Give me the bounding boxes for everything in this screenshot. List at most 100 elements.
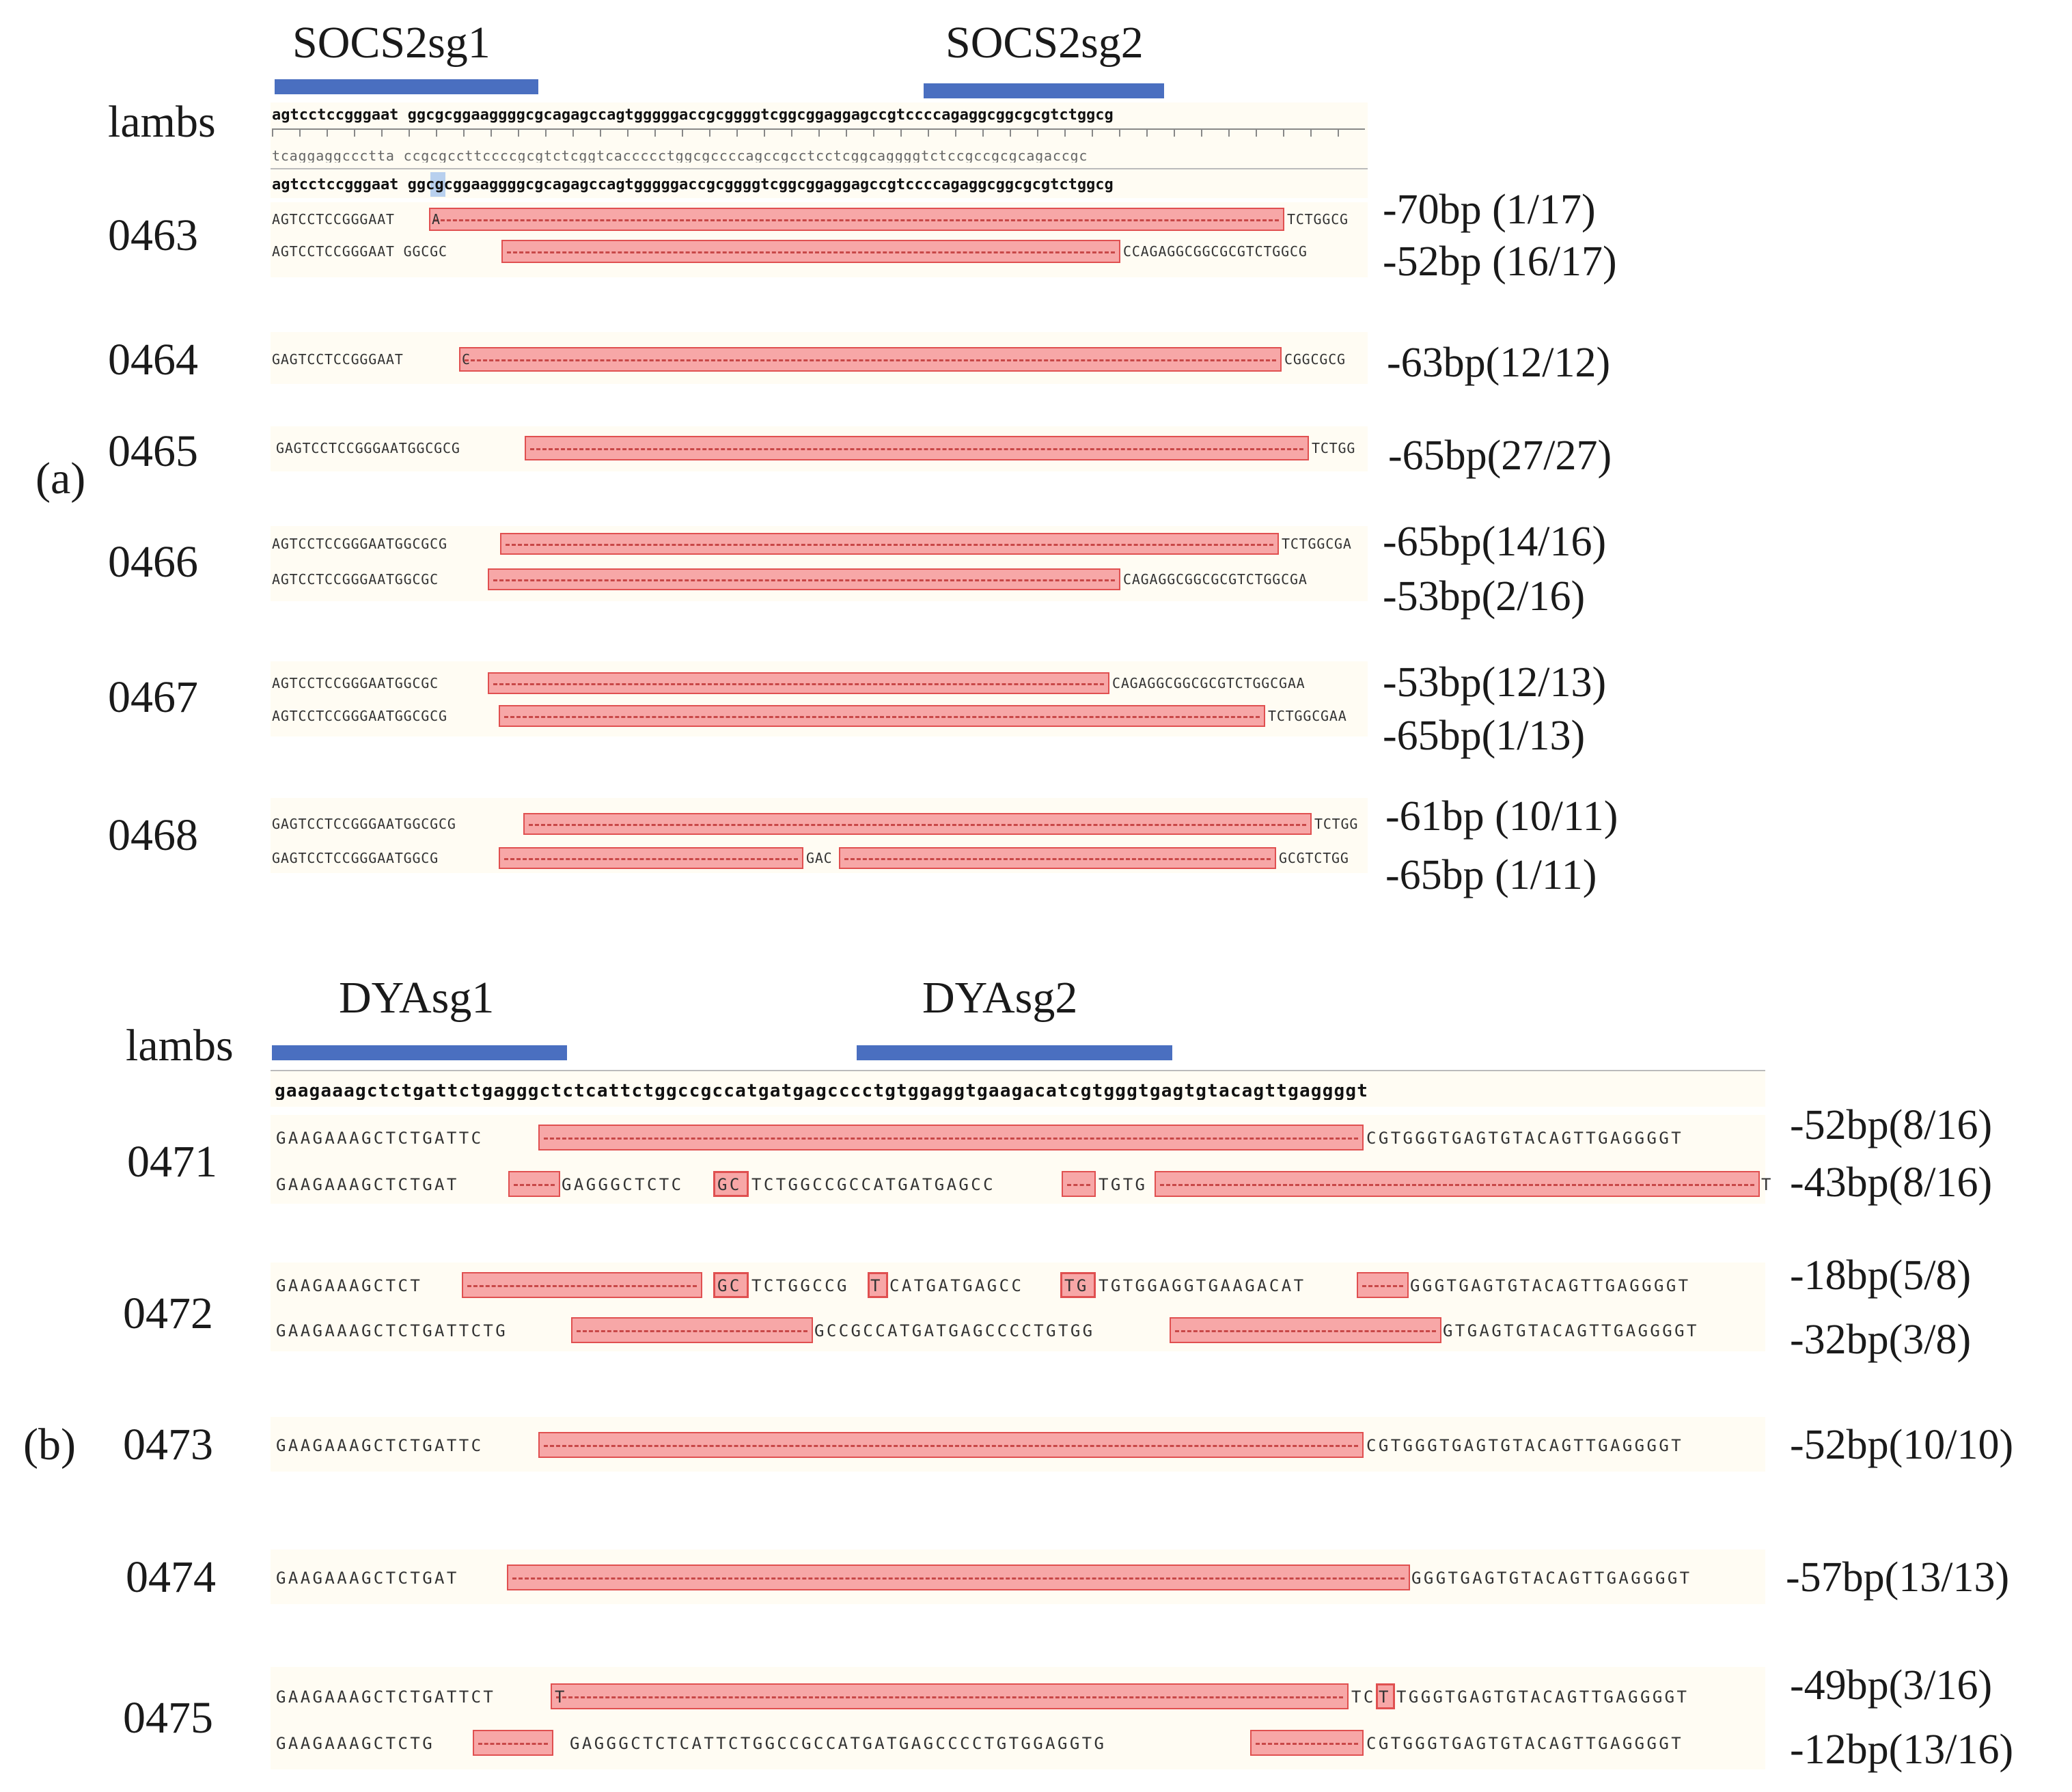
seq-segment: GAAGAAAGCTCTGATTC (276, 1437, 484, 1454)
seq-segment: T (870, 1278, 883, 1294)
deletion-box (429, 208, 1284, 231)
reference-box-b (271, 1071, 1765, 1107)
seq-segment: T (555, 1689, 567, 1705)
deletion-box (473, 1730, 553, 1756)
deletion-box (488, 672, 1109, 694)
seq-segment: GGGTGAGTGTACAGTTGAGGGGT (1410, 1278, 1691, 1294)
panel-a-label: (a) (36, 454, 86, 504)
lamb-id: 0467 (108, 672, 198, 722)
lamb-id: 0472 (123, 1288, 213, 1338)
deletion-box (839, 847, 1276, 869)
socs2-sg1-label: SOCS2sg1 (292, 18, 491, 68)
deletion-box (1155, 1171, 1760, 1197)
deletion-result: -18bp(5/8) (1790, 1252, 1972, 1299)
seq-left: GAGTCCTCCGGGAATGGCGCG (276, 441, 460, 455)
deletion-result: -61bp (10/11) (1385, 793, 1618, 840)
seq-segment: GAGGGCTCTCATTCTGGCCGCCATGATGAGCCCCTGTGGA… (570, 1735, 1107, 1752)
seq-segment: GC (717, 1278, 742, 1294)
seq-segment: GAAGAAAGCTCTGATTCT (276, 1689, 496, 1705)
seq-segment: TGTGGAGGTGAAGACAT (1099, 1278, 1306, 1294)
seq-segment: CGTGGGTGAGTGTACAGTTGAGGGGT (1366, 1735, 1684, 1752)
lamb-id: 0466 (108, 537, 198, 587)
deletion-box (488, 568, 1120, 590)
seq-segment: TGTG (1099, 1176, 1148, 1193)
seq-segment: CGTGGGTGAGTGTACAGTTGAGGGGT (1366, 1130, 1684, 1146)
deletion-box (538, 1125, 1364, 1150)
seq-right: GCGTCTGG (1279, 851, 1349, 865)
deletion-box (525, 436, 1309, 460)
seq-left: AGTCCTCCGGGAATGGCGC (272, 573, 439, 586)
reference-sequence-b: gaagaaagctctgattctgagggctctcattctggccgcc… (275, 1082, 1369, 1100)
seq-left: AGTCCTCCGGGAATGGCGCG (272, 709, 447, 723)
deletion-result: -63bp(12/12) (1387, 340, 1611, 386)
seq-right: TCTGGCGAA (1268, 709, 1347, 723)
deletion-box (508, 1171, 560, 1197)
seq-segment: CATGATGAGCC (889, 1278, 1024, 1294)
seq-segment: GAAGAAAGCTCT (276, 1278, 423, 1294)
lamb-id: 0465 (108, 426, 198, 476)
seq-segment: T (1761, 1176, 1773, 1193)
lamb-id: 0464 (108, 335, 198, 385)
socs2-sg2-bar (924, 83, 1164, 98)
dya-sg1-label: DYAsg1 (339, 973, 495, 1023)
deletion-result: -12bp(13/16) (1790, 1726, 2014, 1773)
panel-b-label: (b) (23, 1420, 76, 1470)
seq-left: AGTCCTCCGGGAAT GGCGC (272, 245, 447, 258)
seq-segment: GAAGAAAGCTCTG (276, 1735, 435, 1752)
lamb-id: 0471 (127, 1137, 217, 1187)
substitution-box (1060, 1272, 1096, 1298)
deletion-box (571, 1317, 813, 1343)
deletion-result: -53bp(2/16) (1383, 573, 1586, 620)
substitution-box (868, 1272, 888, 1298)
seq-segment: GAAGAAAGCTCTGAT (276, 1176, 459, 1193)
deletion-box (538, 1432, 1364, 1458)
seq-segment: TCTGGCCG (751, 1278, 849, 1294)
deletion-result: -32bp(3/8) (1790, 1317, 1972, 1363)
deletion-result: -43bp(8/16) (1790, 1159, 1993, 1206)
reference-sequence-complement: tcaggaggccctta ccgcgccttccccgcgtctcggtca… (272, 149, 1088, 163)
socs2-sg1-bar (275, 79, 538, 94)
deletion-box (523, 813, 1312, 835)
reference-sequence-bottom: agtcctccgggaat ggcgcggaaggggcgcagagccagt… (272, 178, 1114, 193)
reference-sequence-top: agtcctccgggaat ggcgcggaaggggcgcagagccagt… (272, 108, 1114, 123)
lamb-id: 0474 (126, 1552, 216, 1602)
seq-left: GAGTCCTCCGGGAAT (272, 353, 404, 366)
seq-segment: CGTGGGTGAGTGTACAGTTGAGGGGT (1366, 1437, 1684, 1454)
dya-sg2-bar (857, 1045, 1172, 1060)
seq-segment: GGGTGAGTGTACAGTTGAGGGGT (1411, 1570, 1692, 1586)
seq-segment: GC (717, 1176, 742, 1193)
deletion-box (1357, 1272, 1409, 1298)
seq-left: AGTCCTCCGGGAATGGCGC (272, 676, 439, 690)
seq-mid: GAC (806, 851, 833, 865)
substitution-box (713, 1171, 749, 1197)
seq-right: CCAGAGGCGGCGCGTCTGGCG (1123, 245, 1308, 258)
seq-segment: TC (1351, 1689, 1376, 1705)
deletion-result: -70bp (1/17) (1383, 187, 1596, 233)
seq-left: GAGTCCTCCGGGAATGGCG (272, 851, 439, 865)
deletion-box (500, 533, 1279, 555)
seq-segment: TCTGGCCGCCATGATGAGCC (751, 1176, 995, 1193)
deletion-result: -52bp(8/16) (1790, 1102, 1993, 1148)
seq-left: AGTCCTCCGGGAATGGCGCG (272, 537, 447, 551)
seq-right: CGGCGCG (1284, 353, 1346, 366)
reference-ruler (272, 128, 1365, 137)
lambs-label-a: lambs (108, 97, 216, 147)
seq-left: AGTCCTCCGGGAAT (272, 212, 395, 226)
lambs-label-b: lambs (126, 1021, 234, 1071)
deletion-box (501, 240, 1120, 263)
seq-right: TCTGG (1312, 441, 1356, 455)
seq-deletion-start: A (432, 212, 441, 226)
deletion-box (1250, 1730, 1364, 1756)
deletion-result: -57bp(13/13) (1786, 1554, 2010, 1601)
seq-segment: T (1379, 1689, 1391, 1705)
substitution-box (1376, 1683, 1395, 1709)
seq-right: TCTGG (1314, 817, 1359, 831)
seq-right: TCTGGCG (1287, 212, 1349, 226)
deletion-result: -65bp(27/27) (1388, 432, 1612, 479)
lamb-id: 0468 (108, 810, 198, 860)
deletion-box (1062, 1171, 1096, 1197)
lamb-id: 0463 (108, 210, 198, 260)
lamb-id: 0475 (123, 1693, 213, 1743)
reference-top-line-b (271, 1070, 1765, 1071)
deletion-result: -65bp(14/16) (1383, 519, 1607, 565)
